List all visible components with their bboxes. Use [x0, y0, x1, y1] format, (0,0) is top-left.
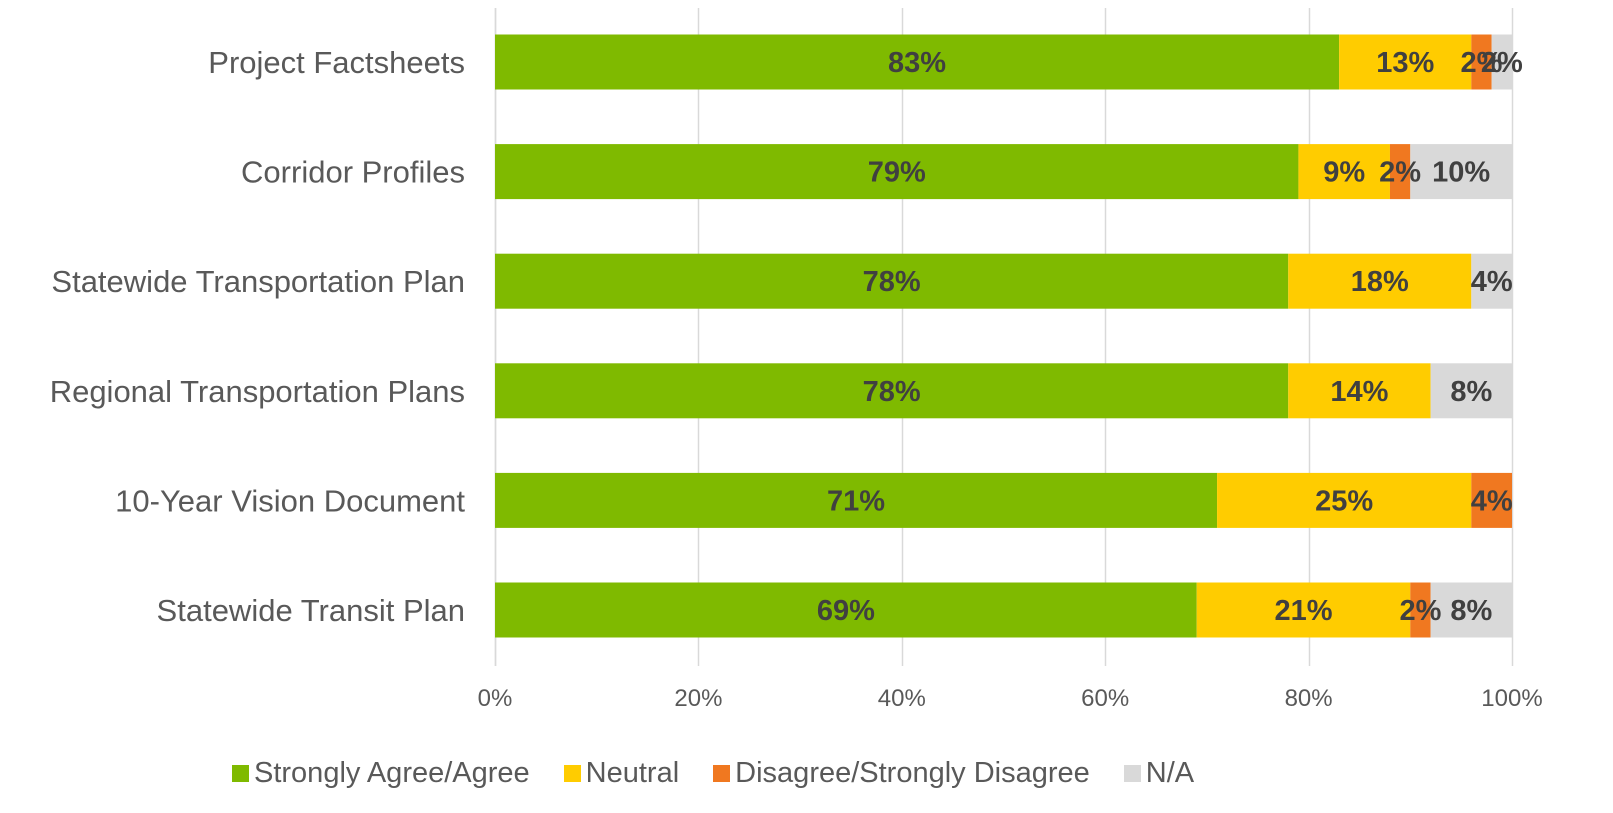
x-tick-label: 100%: [1481, 685, 1542, 712]
bar-segment: [1339, 34, 1472, 90]
data-label: 25%: [1315, 485, 1373, 517]
gridlines: [494, 8, 1514, 666]
data-label: 2%: [1379, 157, 1421, 189]
data-label: 71%: [827, 485, 885, 517]
legend-swatch: [713, 765, 731, 782]
bar-segment: [1471, 34, 1492, 90]
data-label: 18%: [1351, 266, 1409, 298]
bar-segment: [1288, 363, 1431, 419]
bar-segment: [1430, 582, 1512, 638]
data-label: 4%: [1471, 485, 1513, 517]
legend-label: N/A: [1145, 757, 1195, 789]
data-label: 78%: [863, 266, 921, 298]
data-label: 2%: [1461, 47, 1503, 79]
data-label: 2%: [1400, 595, 1442, 627]
data-label: 8%: [1450, 376, 1492, 408]
bar-segment: [1410, 144, 1512, 200]
data-label: 10%: [1432, 157, 1490, 189]
bar-segment: [1430, 363, 1512, 419]
bar-segment: [1288, 253, 1472, 309]
legend-item: Strongly Agree/Agree: [232, 757, 530, 790]
bars: [495, 34, 1512, 638]
legend-label: Disagree/Strongly Disagree: [735, 757, 1090, 789]
legend-label: Neutral: [585, 757, 680, 789]
data-label: 14%: [1330, 376, 1388, 408]
data-label: 2%: [1481, 47, 1523, 79]
category-label: Statewide Transportation Plan: [51, 264, 465, 299]
category-label: Project Factsheets: [208, 45, 465, 80]
legend-item: N/A: [1123, 757, 1195, 790]
x-tick-label: 80%: [1285, 685, 1333, 712]
bar-segment: [1471, 253, 1512, 309]
legend-label: Strongly Agree/Agree: [254, 757, 530, 789]
x-tick-label: 0%: [478, 685, 513, 712]
bar-segment: [495, 253, 1289, 309]
x-tick-label: 20%: [674, 685, 722, 712]
category-label: Statewide Transit Plan: [157, 593, 465, 628]
bar-segment: [495, 582, 1197, 638]
bar-segment: [1491, 34, 1512, 90]
data-label: 21%: [1274, 595, 1332, 627]
data-label: 9%: [1323, 157, 1365, 189]
x-axis-ticks: 0% 20% 40% 60% 80% 100%: [478, 685, 1543, 712]
bar-segment: [1471, 472, 1512, 528]
bar-segment: [495, 34, 1340, 90]
data-label: 83%: [888, 47, 946, 79]
category-labels: Project Factsheets Corridor Profiles State…: [50, 45, 466, 628]
category-label: Corridor Profiles: [241, 155, 465, 190]
bar-segment: [495, 144, 1299, 200]
bar-segment: [1389, 144, 1411, 200]
bar-segment: [1217, 472, 1472, 528]
legend-swatch: [1123, 765, 1141, 782]
data-label: 78%: [863, 376, 921, 408]
bar-segment: [1410, 582, 1431, 638]
legend-item: Disagree/Strongly Disagree: [713, 757, 1090, 790]
legend: Strongly Agree/Agree Neutral Disagree/Stro…: [232, 757, 1194, 790]
legend-swatch: [563, 765, 581, 782]
legend-item: Neutral: [563, 757, 680, 790]
data-labels: 83% 13% 2%2%79% 9% 2% 10%78% 18% 4%78% 14% 8%71% 2…: [817, 47, 1523, 627]
data-label: 69%: [817, 595, 875, 627]
category-label: 10-Year Vision Document: [115, 483, 465, 518]
data-label: 4%: [1471, 266, 1513, 298]
bar-segment: [1196, 582, 1411, 638]
x-tick-label: 40%: [878, 685, 926, 712]
legend-swatch: [232, 765, 249, 782]
bar-segment: [495, 363, 1289, 419]
data-label: 13%: [1376, 47, 1434, 79]
data-label: 79%: [868, 157, 926, 189]
x-tick-label: 60%: [1081, 685, 1129, 712]
category-label: Regional Transportation Plans: [50, 374, 465, 409]
data-label: 8%: [1450, 595, 1492, 627]
bar-segment: [495, 472, 1218, 528]
bar-segment: [1298, 144, 1390, 200]
